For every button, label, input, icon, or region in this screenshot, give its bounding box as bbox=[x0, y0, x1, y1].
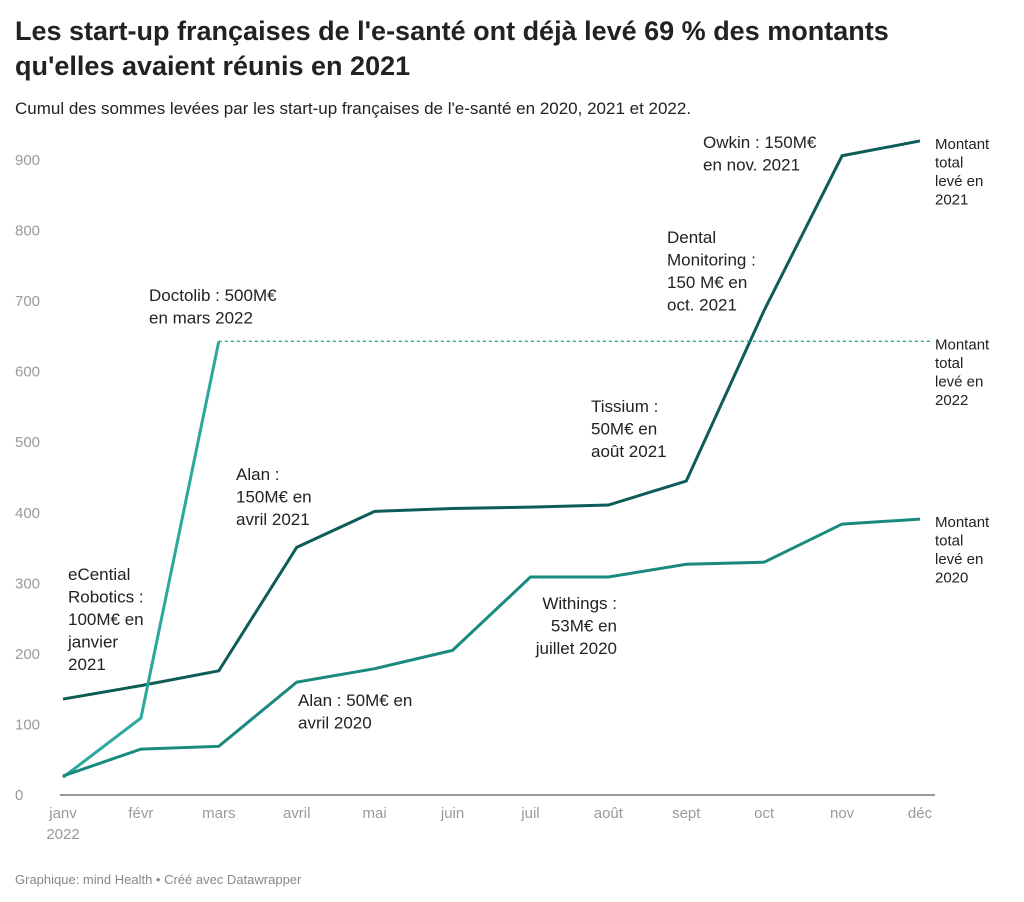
y-tick-label: 0 bbox=[15, 787, 23, 804]
x-tick-label: déc bbox=[908, 805, 933, 822]
annotation: 50M€ en bbox=[591, 420, 657, 439]
x-tick-label: janv 2022 bbox=[46, 805, 79, 843]
x-tick-label: sept bbox=[672, 805, 701, 822]
annotation: en nov. 2021 bbox=[703, 156, 800, 175]
annotation: juillet 2020 bbox=[535, 639, 617, 658]
line-series bbox=[62, 139, 921, 701]
annotation: oct. 2021 bbox=[667, 296, 737, 315]
y-tick-label: 200 bbox=[15, 646, 40, 663]
annotation: Alan : bbox=[236, 465, 279, 484]
annotation: Withings : bbox=[542, 594, 617, 613]
annotation: août 2021 bbox=[591, 442, 667, 461]
annotation: eCential bbox=[68, 565, 130, 584]
x-tick-label: oct bbox=[754, 805, 775, 822]
x-tick-label: mai bbox=[363, 805, 387, 822]
x-tick-label: juin bbox=[440, 805, 464, 822]
y-tick-label: 800 bbox=[15, 223, 40, 240]
annotation: Monitoring : bbox=[667, 251, 756, 270]
annotation: Tissium : bbox=[591, 397, 658, 416]
annotation: avril 2021 bbox=[236, 510, 310, 529]
annotation: 100M€ en bbox=[68, 610, 144, 629]
line-series bbox=[62, 341, 221, 779]
annotation: Doctolib : 500M€ bbox=[149, 286, 277, 305]
annotation: Robotics : bbox=[68, 588, 144, 607]
x-tick-label: nov bbox=[830, 805, 855, 822]
footer: Graphique: mind Health • Créé avec Dataw… bbox=[15, 872, 302, 887]
x-tick-label: févr bbox=[128, 805, 153, 822]
chart-subtitle: Cumul des sommes levées par les start-up… bbox=[15, 99, 691, 118]
x-tick-label: juil bbox=[520, 805, 539, 822]
x-tick-label: mars bbox=[202, 805, 235, 822]
y-tick-label: 100 bbox=[15, 716, 40, 733]
annotation: 150M€ en bbox=[236, 488, 312, 507]
annotation: Alan : 50M€ en bbox=[298, 691, 412, 710]
y-tick-label: 600 bbox=[15, 364, 40, 381]
series-label: Montant total levé en 2020 bbox=[935, 514, 990, 587]
y-tick-label: 300 bbox=[15, 575, 40, 592]
line-series bbox=[62, 517, 921, 778]
y-tick-label: 500 bbox=[15, 434, 40, 451]
chart-title: Les start-up françaises de l'e-santé ont… bbox=[15, 16, 889, 81]
y-tick-label: 400 bbox=[15, 505, 40, 522]
annotation: 53M€ en bbox=[551, 617, 617, 636]
annotation: Dental bbox=[667, 228, 716, 247]
annotation: Owkin : 150M€ bbox=[703, 133, 817, 152]
annotation: janvier bbox=[67, 633, 118, 652]
y-tick-label: 900 bbox=[15, 152, 40, 169]
series-label: Montant total levé en 2021 bbox=[935, 136, 990, 209]
y-tick-label: 700 bbox=[15, 293, 40, 310]
annotation: en mars 2022 bbox=[149, 309, 253, 328]
annotation: 150 M€ en bbox=[667, 273, 747, 292]
series-label: Montant total levé en 2022 bbox=[935, 336, 990, 409]
x-tick-label: août bbox=[594, 805, 624, 822]
annotation: avril 2020 bbox=[298, 714, 372, 733]
annotation: 2021 bbox=[68, 655, 106, 674]
x-tick-label: avril bbox=[283, 805, 311, 822]
